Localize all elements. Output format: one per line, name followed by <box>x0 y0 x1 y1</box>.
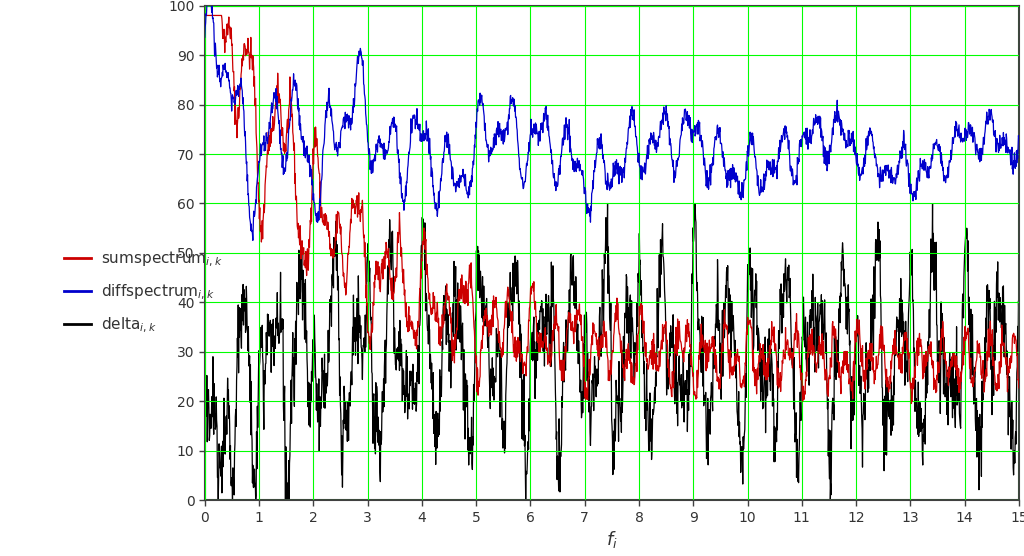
Legend: sumspectrum$_{i,k}$, diffspectrum$_{i,k}$, delta$_{i,k}$: sumspectrum$_{i,k}$, diffspectrum$_{i,k}… <box>57 244 228 341</box>
X-axis label: $f_i$: $f_i$ <box>606 529 617 550</box>
